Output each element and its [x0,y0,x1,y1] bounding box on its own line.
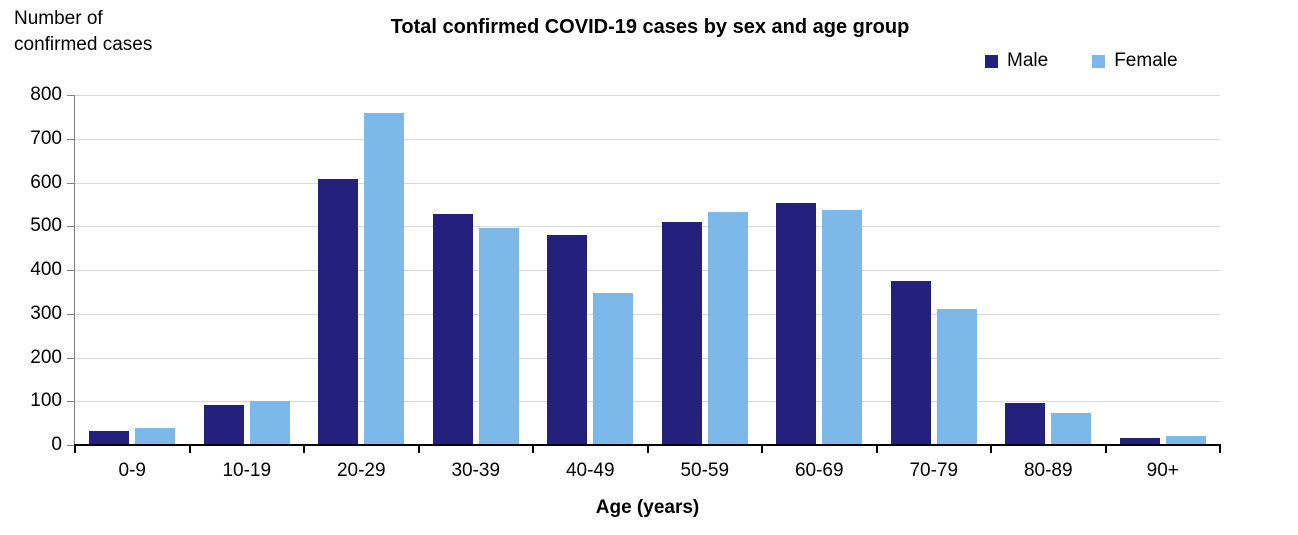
y-axis-tick [67,139,74,140]
bar-male-0-9 [89,430,130,445]
x-tick-label: 10-19 [222,460,272,481]
legend-label-male: Male [1007,50,1049,71]
y-axis-tick [67,226,74,227]
y-axis-tick [67,183,74,184]
bar-female-80-89 [1051,413,1092,445]
x-axis-tick [761,446,763,453]
gridline [75,226,1220,228]
y-tick-label: 200 [30,347,62,368]
bar-male-60-69 [776,203,817,445]
y-tick-label: 500 [30,215,62,236]
bar-female-60-69 [822,210,863,445]
x-tick-label: 50-59 [680,460,730,481]
bar-male-90+ [1119,437,1160,445]
y-axis-tick [67,95,74,96]
x-tick-label: 70-79 [909,460,959,481]
x-axis-line [74,444,1221,446]
x-axis-tick [876,446,878,453]
bar-female-0-9 [135,428,176,445]
legend-label-female: Female [1114,50,1178,71]
bar-male-30-39 [432,214,473,445]
x-tick-label: 80-89 [1023,460,1073,481]
y-tick-label: 700 [30,128,62,149]
x-axis-tick [1219,446,1221,453]
x-axis-tick [189,446,191,453]
x-axis-tick [647,446,649,453]
y-axis-tick [67,401,74,402]
x-tick-label: 40-49 [565,460,615,481]
x-tick-label: 0-9 [118,460,146,481]
chart-title: Total confirmed COVID-19 cases by sex an… [390,16,910,38]
y-axis-tick [67,314,74,315]
x-tick-label: 90+ [1146,460,1179,481]
male-series-swatch [985,54,998,68]
gridline [75,138,1220,140]
y-axis-tick [67,445,74,446]
gridline [75,357,1220,359]
x-axis-tick [303,446,305,453]
x-tick-label: 30-39 [451,460,501,481]
x-tick-label: 60-69 [794,460,844,481]
y-axis-tick [67,358,74,359]
bar-male-20-29 [318,179,359,445]
y-tick-label: 400 [30,259,62,280]
bar-male-70-79 [890,280,931,445]
female-series-swatch [1092,54,1106,68]
y-tick-label: 800 [30,84,62,105]
bar-male-10-19 [203,404,244,445]
x-axis-tick [532,446,534,453]
bar-female-20-29 [364,112,405,445]
bar-male-80-89 [1005,403,1046,445]
gridline [75,95,1220,96]
y-tick-label: 100 [30,390,62,411]
x-tick-label: 20-29 [336,460,386,481]
bar-female-30-39 [478,228,519,445]
bar-female-90+ [1165,436,1206,445]
gridline [75,313,1220,315]
x-axis-title: Age (years) [595,497,700,518]
y-tick-label: 300 [30,303,62,324]
y-axis-tick [67,270,74,271]
x-axis-tick [418,446,420,453]
gridline [75,182,1220,184]
legend-item-male: Male [985,50,1048,72]
y-tick-label: 600 [30,172,62,193]
bar-male-40-49 [547,235,588,445]
bar-female-50-59 [707,211,748,445]
legend: Male Female [985,50,1178,72]
y-tick-label: 0 [51,434,62,455]
x-axis-tick [990,446,992,453]
y-axis-line [74,95,75,445]
gridline [75,401,1220,403]
legend-item-female: Female [1092,50,1178,72]
y-axis-title: Number of confirmed cases [14,8,153,55]
gridline [75,270,1220,271]
bar-male-50-59 [661,221,702,445]
bar-female-70-79 [936,309,977,445]
bar-female-40-49 [593,292,634,445]
x-axis-tick [74,446,76,453]
x-axis-tick [1105,446,1107,453]
plot-area [75,95,1220,445]
bar-female-10-19 [249,401,290,445]
